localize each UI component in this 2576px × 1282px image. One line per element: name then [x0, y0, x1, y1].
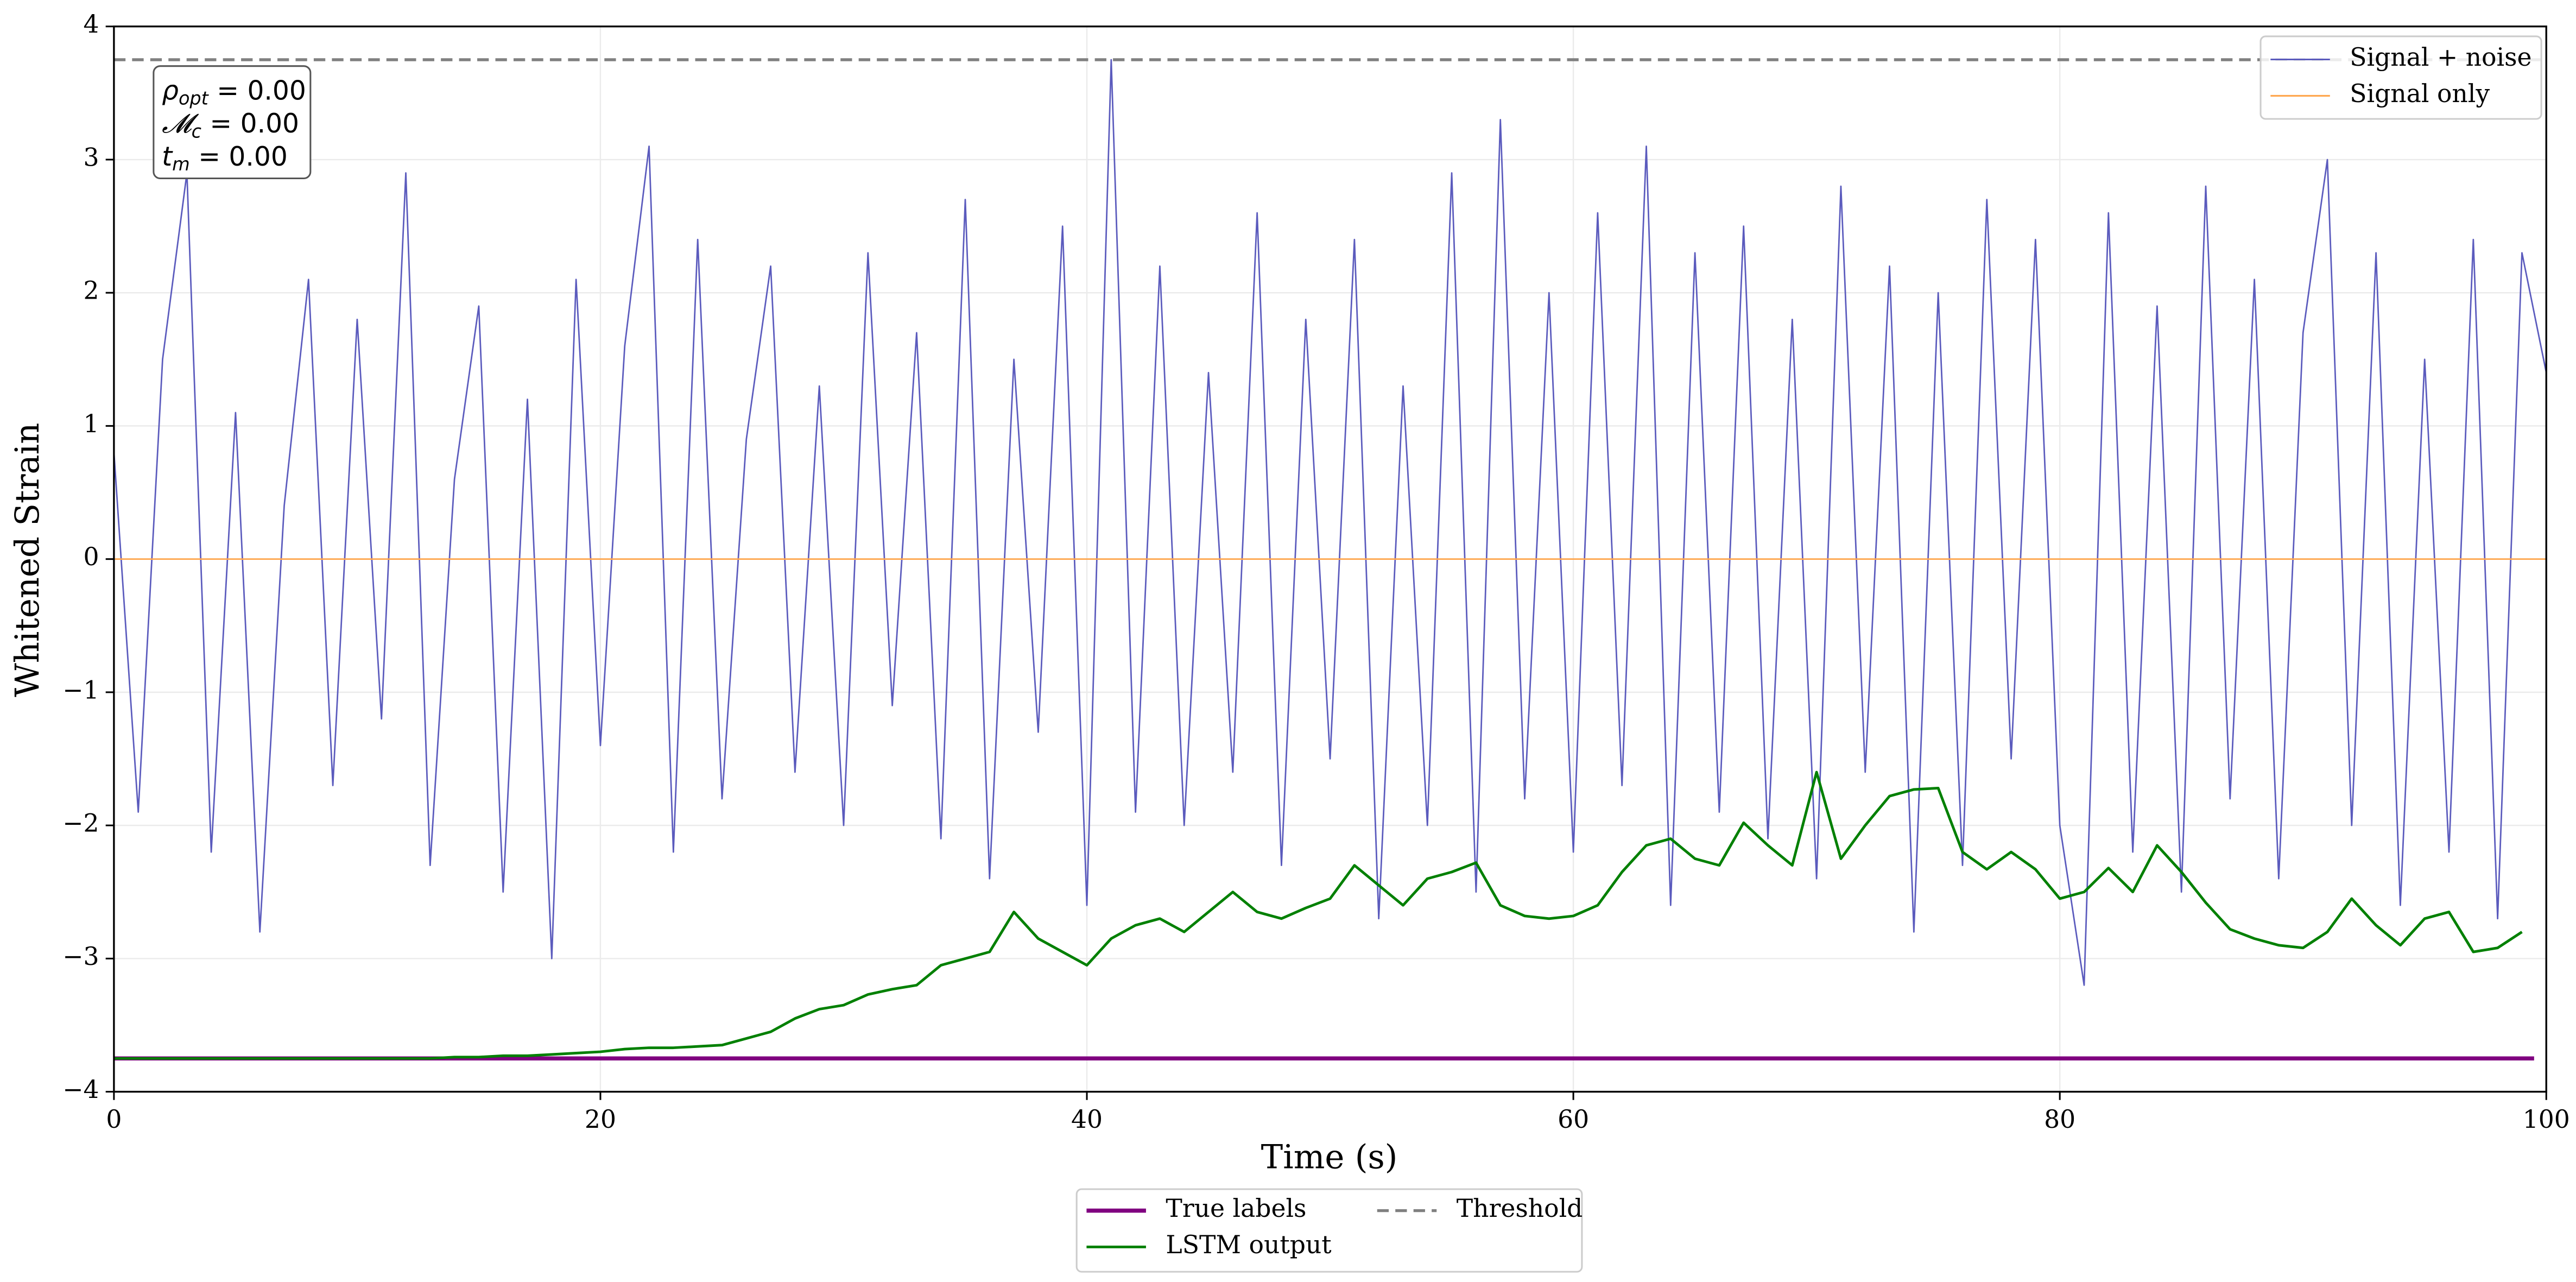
x-tick-label: 40: [1071, 1105, 1103, 1134]
legend-label: Signal only: [2350, 79, 2490, 108]
y-tick-label: −4: [62, 1075, 99, 1104]
annotation-box: [153, 65, 312, 180]
annotation-symbol: ρ: [162, 75, 179, 106]
legend-box: [1075, 1188, 1583, 1273]
y-tick-label: 0: [83, 542, 99, 571]
y-tick-label: 3: [83, 143, 99, 172]
annotation-symbol: t: [162, 142, 173, 172]
y-tick-label: −3: [62, 942, 99, 971]
annotation-text: = 0.00: [201, 109, 299, 139]
y-tick-label: 4: [83, 10, 99, 39]
legend-label: Threshold: [1457, 1194, 1583, 1223]
annotation-subscript: c: [192, 121, 201, 142]
annotation-text: = 0.00: [208, 75, 306, 106]
data-line: [113, 771, 2523, 1060]
annotation-subscript: opt: [179, 87, 210, 109]
data-line: [113, 59, 2547, 986]
annotation: ρopt = 0.00: [162, 75, 306, 109]
y-tick-label: −2: [62, 809, 99, 838]
plot-frame: [113, 26, 2547, 1093]
annotation-text: = 0.00: [190, 142, 288, 172]
y-tick-label: −1: [62, 675, 99, 704]
x-tick-label: 60: [1558, 1105, 1589, 1134]
y-tick-label: 2: [83, 276, 99, 305]
x-tick-label: 80: [2044, 1105, 2075, 1134]
legend-label: LSTM output: [1166, 1230, 1331, 1259]
x-tick-label: 0: [106, 1105, 122, 1134]
annotation: 𝓜c = 0.00: [162, 109, 299, 142]
x-axis-label: Time (s): [1261, 1138, 1398, 1176]
legend-box: [2259, 35, 2542, 120]
legend-label: True labels: [1166, 1194, 1306, 1223]
y-axis-label: Whitened Strain: [9, 423, 47, 697]
legend-label: Signal + noise: [2350, 43, 2531, 72]
x-tick-label: 20: [585, 1105, 616, 1134]
annotation: tm = 0.00: [162, 142, 288, 175]
y-tick-label: 1: [83, 409, 99, 438]
annotation-subscript: m: [172, 154, 190, 175]
x-tick-label: 100: [2523, 1105, 2570, 1134]
